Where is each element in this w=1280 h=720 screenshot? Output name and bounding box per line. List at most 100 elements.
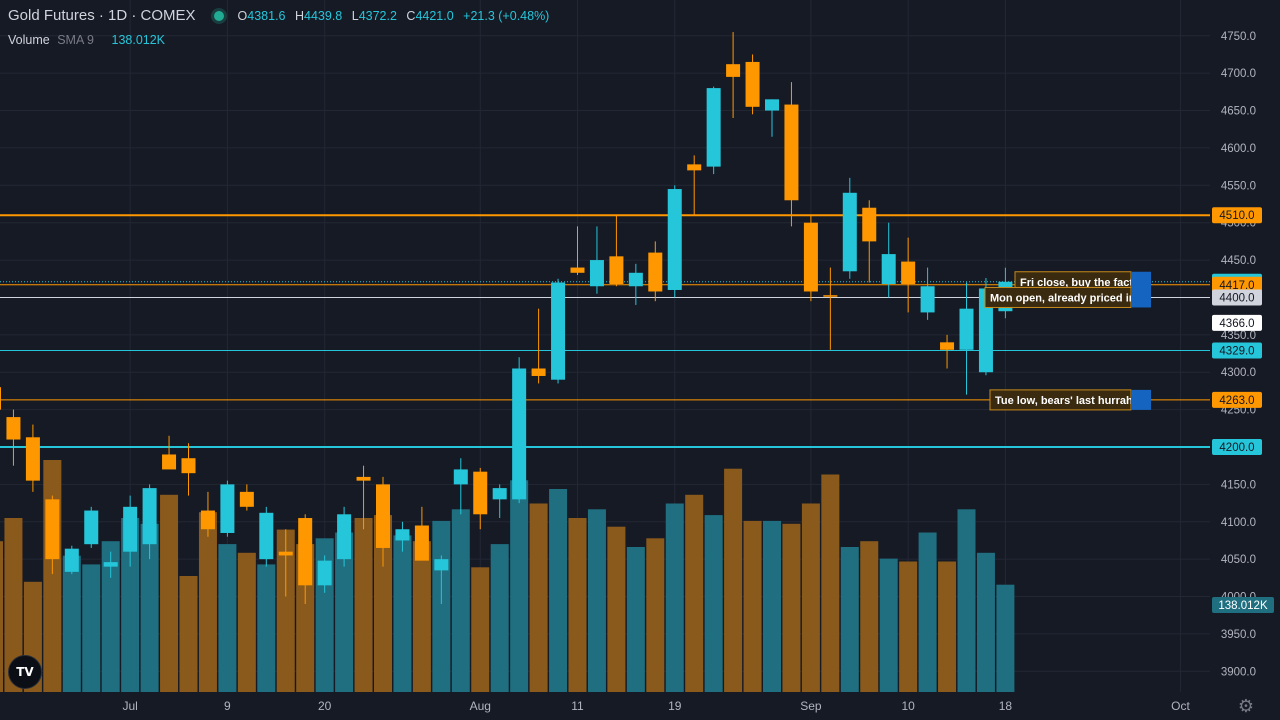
axis-price-label-bg	[1212, 391, 1262, 408]
annotation-marker[interactable]	[1131, 287, 1151, 308]
candle	[823, 267, 838, 350]
volume-bar	[121, 518, 140, 692]
time-tick-label: 19	[668, 699, 682, 713]
candle-body	[64, 548, 79, 572]
candle	[103, 551, 118, 578]
candle	[473, 467, 488, 530]
candle	[551, 278, 566, 384]
candle	[434, 555, 449, 605]
volume-bar	[840, 547, 859, 692]
candle-body	[648, 252, 663, 292]
candle	[492, 484, 507, 519]
volume-bar	[782, 523, 801, 692]
candle	[25, 424, 40, 492]
symbol-title[interactable]: Gold Futures · 1D · COMEX	[8, 7, 196, 24]
candle	[706, 86, 721, 175]
axis-price-label-text: 4263.0	[1219, 395, 1254, 407]
candle-body	[687, 164, 702, 171]
candle-body	[259, 512, 274, 560]
candle-body	[512, 368, 527, 500]
candle-body	[317, 560, 332, 586]
volume-bar	[490, 544, 509, 692]
change-value: +21.3 (+0.48%)	[463, 9, 550, 23]
volume-bar	[626, 547, 645, 692]
annotation-callout[interactable]: Fri close, buy the fact	[1014, 271, 1151, 293]
time-axis[interactable]: Jul 9 20 Aug 11 19 Sep 10 18 Oct	[122, 699, 1190, 713]
volume-bar	[724, 468, 743, 692]
volume-bar	[996, 584, 1015, 692]
volume-bar	[140, 523, 159, 692]
price-tick-label: 4150.0	[1221, 479, 1256, 491]
candle-body	[220, 484, 235, 533]
volume-bar	[0, 541, 3, 692]
axis-price-label: 4510.0	[1212, 207, 1262, 224]
candle-body	[6, 417, 21, 440]
chart-legend: Gold Futures · 1D · COMEX O4381.6 H4439.…	[8, 6, 549, 50]
candle-body	[414, 525, 429, 561]
volume-bar	[160, 494, 179, 692]
axis-price-label-bg	[1212, 314, 1262, 331]
volume-bar	[43, 460, 62, 692]
annotation-callout[interactable]: Mon open, already priced in	[984, 286, 1151, 308]
candle	[317, 555, 332, 593]
volume-bar	[801, 503, 820, 692]
candle-body	[978, 288, 993, 373]
ohlc-values: O4381.6 H4439.8 L4372.2 C4421.0 +21.3 (+…	[238, 6, 550, 26]
volume-bar	[412, 541, 431, 692]
time-tick-label: 10	[901, 699, 915, 713]
candle-body	[803, 222, 818, 292]
horizontal-price-lines[interactable]	[0, 214, 1210, 448]
volume-bar	[704, 515, 723, 692]
annotation-callout[interactable]: Tue low, bears' last hurrah	[989, 389, 1151, 411]
candle-body	[337, 514, 352, 560]
candle	[84, 506, 99, 548]
candle-body	[862, 207, 877, 242]
volume-bar	[237, 552, 256, 692]
volume-sma-label: SMA 9	[57, 33, 95, 47]
close-value: 4421.0	[415, 9, 454, 23]
candle	[356, 465, 371, 530]
candle	[842, 177, 857, 279]
annotation-marker[interactable]	[1131, 389, 1151, 410]
candle	[6, 409, 21, 466]
volume-bar	[860, 541, 879, 692]
price-tick-label: 4300.0	[1221, 367, 1256, 379]
volume-axis-label-bg	[1212, 597, 1274, 613]
annotation-marker[interactable]	[1131, 271, 1151, 292]
time-tick-label: 9	[224, 699, 231, 713]
annotations[interactable]: Fri close, buy the fact Mon open, already…	[984, 271, 1151, 411]
candle	[337, 506, 352, 567]
axis-price-label-text: 4329.0	[1219, 346, 1254, 358]
candle-body	[823, 295, 838, 297]
tradingview-logo-icon[interactable]: TV	[8, 655, 42, 689]
volume-bars	[0, 460, 1015, 692]
price-tick-label: 4100.0	[1221, 517, 1256, 529]
volume-label[interactable]: Volume	[8, 33, 50, 47]
candle-body	[667, 189, 682, 290]
gear-icon[interactable]: ⚙	[1237, 696, 1255, 716]
volume-axis-label: 138.012K	[1212, 597, 1274, 613]
candle-body	[376, 484, 390, 548]
candle	[745, 54, 760, 115]
axis-price-label: 4400.0	[1212, 289, 1262, 306]
candle	[278, 529, 293, 597]
candle	[531, 308, 546, 384]
candle-body	[940, 342, 955, 350]
time-tick-label: 20	[318, 699, 332, 713]
candle-body	[434, 559, 449, 571]
price-tick-label: 3900.0	[1221, 666, 1256, 678]
price-tick-label: 3950.0	[1221, 629, 1256, 641]
axis-price-label-bg	[1212, 276, 1262, 293]
candle	[920, 267, 935, 320]
volume-bar	[549, 489, 568, 692]
candle-body	[473, 471, 488, 515]
volume-bar	[976, 552, 995, 692]
axis-price-label-text: 4417.0	[1219, 280, 1254, 292]
candle-body	[278, 551, 293, 556]
candle	[395, 521, 410, 552]
candle-body	[570, 267, 585, 273]
candle-body	[531, 368, 546, 376]
high-label: H	[295, 9, 305, 23]
candle	[64, 545, 79, 575]
